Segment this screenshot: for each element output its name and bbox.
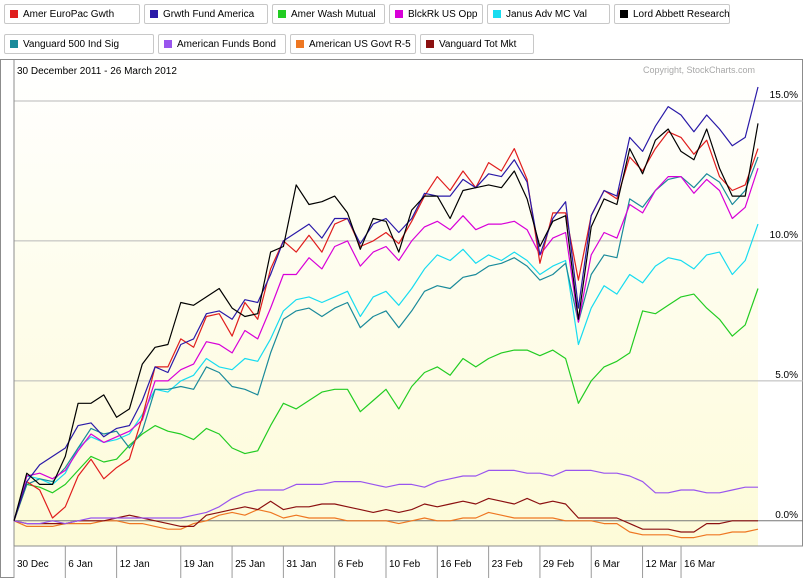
y-tick-label: 0.0% xyxy=(775,510,798,521)
legend-item-blckrk-us-opp[interactable]: BlckRk US Opp xyxy=(389,4,483,24)
x-tick-label: 29 Feb xyxy=(543,559,575,570)
legend-label: Vanguard 500 Ind Sig xyxy=(23,38,120,50)
legend-label: Janus Adv MC Val xyxy=(506,8,587,20)
legend-label: Amer Wash Mutual xyxy=(291,8,376,20)
legend-item-janus-adv-mc-val[interactable]: Janus Adv MC Val xyxy=(487,4,610,24)
plot-background xyxy=(14,59,758,546)
x-tick-label: 23 Feb xyxy=(492,559,524,570)
legend-swatch xyxy=(164,40,172,48)
y-tick-label: 5.0% xyxy=(775,370,798,381)
x-tick-label: 31 Jan xyxy=(286,559,316,570)
legend-item-vanguard-tot-mkt[interactable]: Vanguard Tot Mkt xyxy=(420,34,534,54)
x-tick-label: 16 Mar xyxy=(684,559,716,570)
legend-item-american-funds-bond[interactable]: American Funds Bond xyxy=(158,34,286,54)
legend-swatch xyxy=(150,10,158,18)
legend-swatch xyxy=(296,40,304,48)
copyright: Copyright, StockCharts.com xyxy=(643,65,755,75)
y-tick-label: 10.0% xyxy=(770,230,798,241)
legend-item-lord-abbett-research[interactable]: Lord Abbett Research xyxy=(614,4,730,24)
legend-label: Grwth Fund America xyxy=(163,8,255,20)
x-tick-label: 6 Feb xyxy=(338,559,364,570)
legend-swatch xyxy=(10,10,18,18)
x-axis-area xyxy=(14,546,803,578)
series-line-blckrk-us-opp xyxy=(13,168,759,521)
series-line-american-us-govt-r-5 xyxy=(13,509,759,539)
legend-swatch xyxy=(620,10,628,18)
legend-item-american-us-govt-r-5[interactable]: American US Govt R-5 xyxy=(290,34,416,54)
legend-item-amer-europac-gwth[interactable]: Amer EuroPac Gwth xyxy=(4,4,140,24)
x-tick-label: 6 Mar xyxy=(594,559,620,570)
x-tick-label: 10 Feb xyxy=(389,559,421,570)
y-tick-label: 15.0% xyxy=(770,90,798,101)
series-line-amer-europac-gwth xyxy=(13,131,759,521)
series-line-vanguard-500-ind-sig xyxy=(13,156,759,521)
legend-label: Vanguard Tot Mkt xyxy=(439,38,517,50)
x-tick-label: 12 Mar xyxy=(646,559,678,570)
legend-item-amer-wash-mutual[interactable]: Amer Wash Mutual xyxy=(272,4,385,24)
legend-label: American Funds Bond xyxy=(177,38,276,50)
x-tick-label: 6 Jan xyxy=(68,559,92,570)
series-line-janus-adv-mc-val xyxy=(13,223,759,521)
date-range: 30 December 2011 - 26 March 2012 xyxy=(17,66,177,77)
legend-label: BlckRk US Opp xyxy=(408,8,478,20)
x-tick-label: 30 Dec xyxy=(17,559,49,570)
legend-swatch xyxy=(278,10,286,18)
legend-swatch xyxy=(10,40,18,48)
x-tick-label: 19 Jan xyxy=(184,559,214,570)
legend-label: Amer EuroPac Gwth xyxy=(23,8,115,20)
legend-label: American US Govt R-5 xyxy=(309,38,411,50)
legend-swatch xyxy=(426,40,434,48)
x-tick-label: 12 Jan xyxy=(120,559,150,570)
legend-swatch xyxy=(493,10,501,18)
legend: Amer EuroPac Gwth Grwth Fund America Amer … xyxy=(4,4,764,56)
legend-label: Lord Abbett Research xyxy=(633,8,730,20)
series-line-vanguard-tot-mkt xyxy=(13,497,758,533)
legend-item-vanguard-500-ind-sig[interactable]: Vanguard 500 Ind Sig xyxy=(4,34,154,54)
series-line-grwth-fund-america xyxy=(13,86,759,521)
x-tick-label: 16 Feb xyxy=(440,559,472,570)
x-tick-label: 25 Jan xyxy=(235,559,265,570)
legend-swatch xyxy=(395,10,403,18)
series-line-american-funds-bond xyxy=(13,469,758,525)
series-line-lord-abbett-research xyxy=(13,123,759,521)
legend-item-grwth-fund-america[interactable]: Grwth Fund America xyxy=(144,4,268,24)
